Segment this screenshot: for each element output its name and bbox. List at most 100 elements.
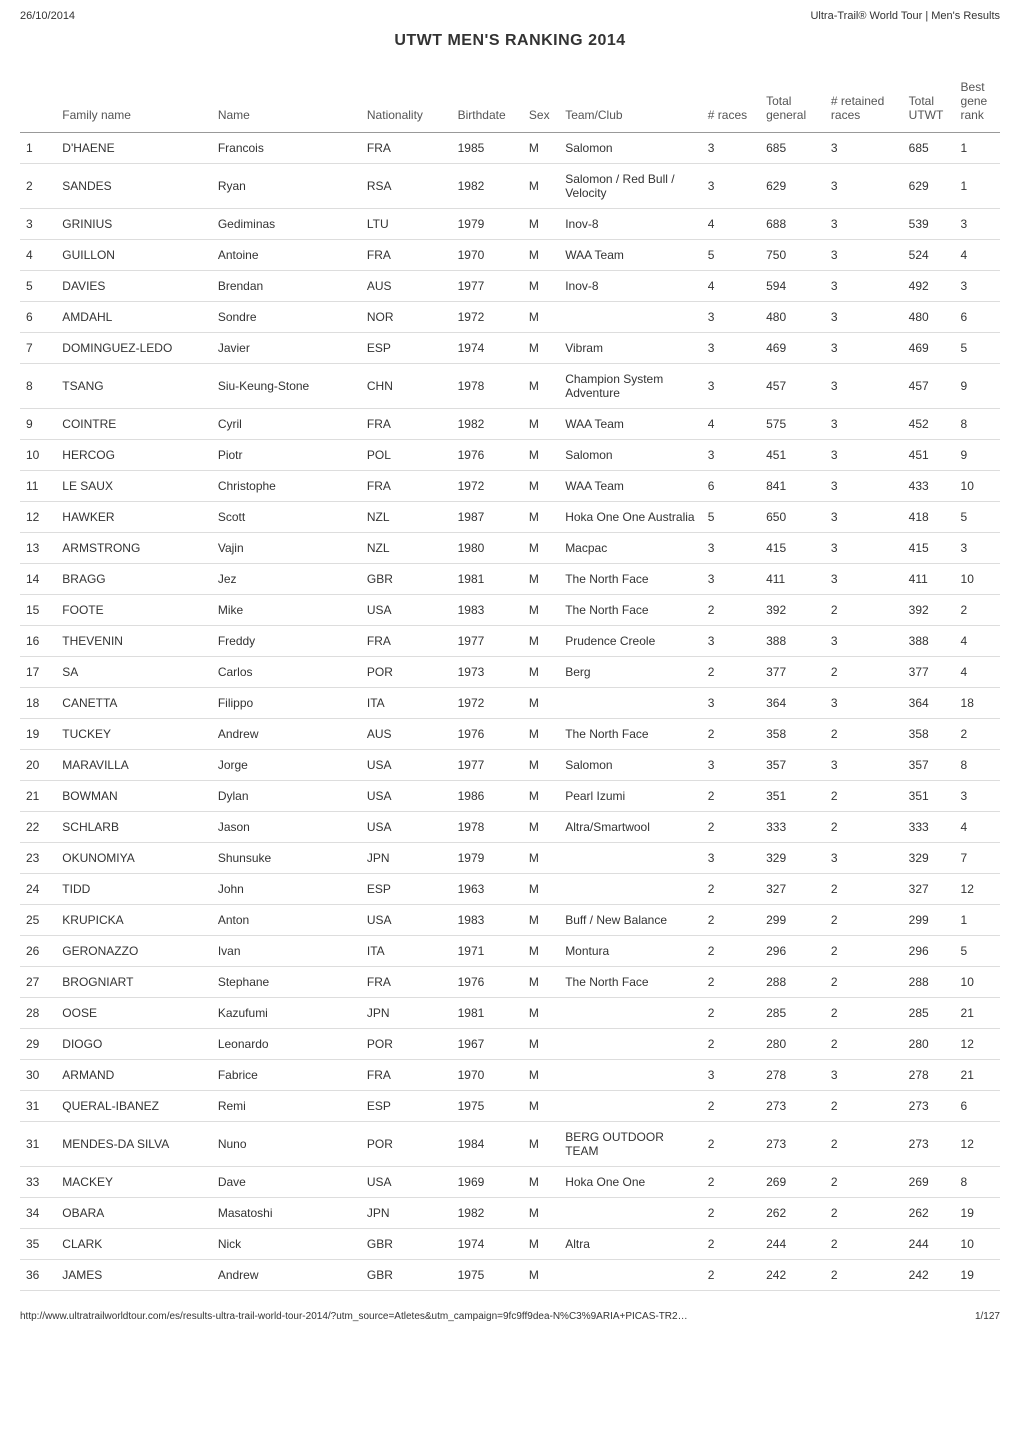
table-cell: 10 — [955, 1229, 1000, 1260]
header-meta: 26/10/2014 Ultra-Trail® World Tour | Men… — [20, 10, 1000, 22]
table-row: 8TSANGSiu-Keung-StoneCHN1978MChampion Sy… — [20, 364, 1000, 409]
table-cell: POR — [361, 1029, 452, 1060]
table-cell: 3 — [702, 626, 760, 657]
table-cell: 3 — [825, 133, 903, 164]
table-cell: 1984 — [452, 1122, 523, 1167]
table-row: 29DIOGOLeonardoPOR1967M2280228012 — [20, 1029, 1000, 1060]
table-cell: Prudence Creole — [559, 626, 702, 657]
table-cell: 2 — [702, 812, 760, 843]
table-cell: 1981 — [452, 564, 523, 595]
table-cell: Remi — [212, 1091, 361, 1122]
table-cell: John — [212, 874, 361, 905]
table-cell: 333 — [903, 812, 955, 843]
table-cell: 3 — [702, 164, 760, 209]
table-cell: M — [523, 595, 559, 626]
table-cell: 2 — [702, 1029, 760, 1060]
table-cell: 2 — [825, 1167, 903, 1198]
table-cell: 9 — [20, 409, 56, 440]
table-cell: TIDD — [56, 874, 212, 905]
table-cell: M — [523, 1260, 559, 1291]
table-cell: 6 — [20, 302, 56, 333]
table-row: 7DOMINGUEZ-LEDOJavierESP1974MVibram34693… — [20, 333, 1000, 364]
table-cell — [559, 1091, 702, 1122]
table-cell: M — [523, 874, 559, 905]
table-cell: 1973 — [452, 657, 523, 688]
table-cell: LE SAUX — [56, 471, 212, 502]
table-cell: 5 — [702, 240, 760, 271]
table-cell: 1971 — [452, 936, 523, 967]
footer-url: http://www.ultratrailworldtour.com/es/re… — [20, 1311, 688, 1322]
table-cell: 1985 — [452, 133, 523, 164]
table-row: 11LE SAUXChristopheFRA1972MWAA Team68413… — [20, 471, 1000, 502]
table-cell: THEVENIN — [56, 626, 212, 657]
table-cell: 2 — [825, 1229, 903, 1260]
table-cell: 1 — [955, 905, 1000, 936]
table-cell: WAA Team — [559, 240, 702, 271]
table-cell: Nuno — [212, 1122, 361, 1167]
table-cell: 2 — [825, 998, 903, 1029]
table-cell: USA — [361, 750, 452, 781]
table-cell: GERONAZZO — [56, 936, 212, 967]
col-header-team: Team/Club — [559, 70, 702, 133]
table-cell: 1969 — [452, 1167, 523, 1198]
table-cell: 36 — [20, 1260, 56, 1291]
table-cell: Gediminas — [212, 209, 361, 240]
table-cell: M — [523, 333, 559, 364]
table-cell: M — [523, 967, 559, 998]
table-cell: 1977 — [452, 750, 523, 781]
table-cell: Anton — [212, 905, 361, 936]
table-cell: Berg — [559, 657, 702, 688]
table-cell: 3 — [825, 409, 903, 440]
table-cell: 3 — [825, 1060, 903, 1091]
table-cell: 2 — [702, 1122, 760, 1167]
table-cell: 269 — [903, 1167, 955, 1198]
table-cell: 278 — [760, 1060, 825, 1091]
table-cell: 1979 — [452, 209, 523, 240]
table-cell: Dylan — [212, 781, 361, 812]
table-cell: BOWMAN — [56, 781, 212, 812]
table-cell: 1967 — [452, 1029, 523, 1060]
table-cell: M — [523, 240, 559, 271]
table-cell: 296 — [760, 936, 825, 967]
table-cell: 6 — [955, 1091, 1000, 1122]
table-cell: 4 — [702, 209, 760, 240]
table-cell: Inov-8 — [559, 209, 702, 240]
table-cell: 4 — [955, 626, 1000, 657]
table-cell: FRA — [361, 133, 452, 164]
table-cell: JAMES — [56, 1260, 212, 1291]
table-cell: KRUPICKA — [56, 905, 212, 936]
table-cell: The North Face — [559, 719, 702, 750]
table-cell: M — [523, 302, 559, 333]
table-cell: 8 — [955, 409, 1000, 440]
table-body: 1D'HAENEFrancoisFRA1985MSalomon368536851… — [20, 133, 1000, 1291]
table-cell: Brendan — [212, 271, 361, 302]
table-cell: 3 — [825, 333, 903, 364]
table-cell: M — [523, 843, 559, 874]
table-cell: GUILLON — [56, 240, 212, 271]
table-cell: 2 — [955, 719, 1000, 750]
table-cell: 2 — [825, 1122, 903, 1167]
table-cell: 1974 — [452, 333, 523, 364]
table-cell: WAA Team — [559, 471, 702, 502]
table-cell: ARMAND — [56, 1060, 212, 1091]
table-cell: 388 — [903, 626, 955, 657]
table-cell: 18 — [20, 688, 56, 719]
table-cell: ESP — [361, 333, 452, 364]
table-cell: 27 — [20, 967, 56, 998]
table-cell: 457 — [903, 364, 955, 409]
table-cell: 1972 — [452, 302, 523, 333]
table-cell: 2 — [702, 936, 760, 967]
table-cell: 1963 — [452, 874, 523, 905]
table-cell: M — [523, 1167, 559, 1198]
table-cell: 392 — [760, 595, 825, 626]
table-cell: 1982 — [452, 164, 523, 209]
table-cell: M — [523, 812, 559, 843]
table-cell: 1983 — [452, 595, 523, 626]
table-cell: 841 — [760, 471, 825, 502]
table-cell: 244 — [760, 1229, 825, 1260]
table-cell: 296 — [903, 936, 955, 967]
table-cell: NZL — [361, 533, 452, 564]
table-cell: 4 — [20, 240, 56, 271]
table-head: Family name Name Nationality Birthdate S… — [20, 70, 1000, 133]
table-cell — [559, 1060, 702, 1091]
